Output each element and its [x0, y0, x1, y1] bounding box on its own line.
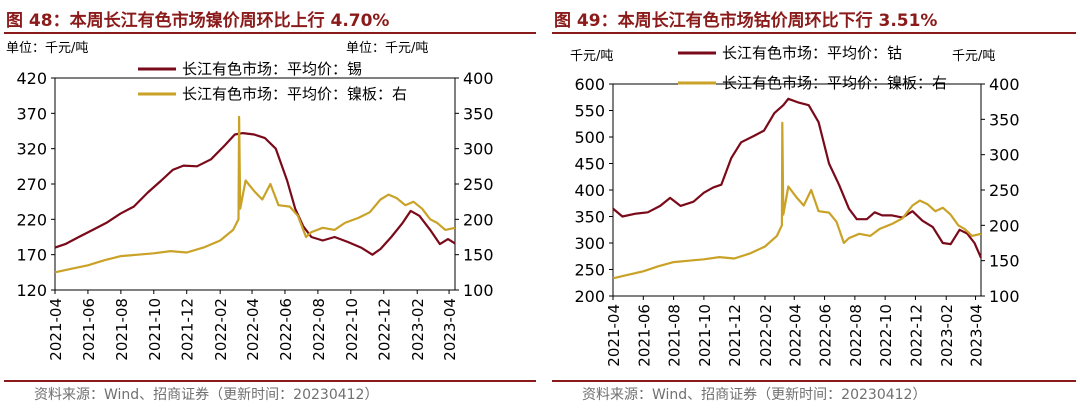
x-tick-label: 2022-08	[847, 304, 865, 367]
x-tick-label: 2022-06	[817, 304, 835, 367]
right-tick-label: 200	[989, 216, 1020, 235]
x-tick-label: 2022-10	[877, 304, 895, 367]
source-note: 资料来源：Wind、招商证券（更新时间：20230412）	[582, 387, 927, 403]
x-tick-label: 2022-10	[343, 298, 361, 361]
left-tick-label: 370	[16, 104, 47, 123]
left-tick-label: 170	[16, 246, 47, 265]
chart-svg: 千元/吨 千元/吨 200 250 300 350 400 450 500 550 600 100 15…	[570, 44, 1020, 367]
chart-title: 图 49：本周长江有色市场钴价周环比下行 3.51%	[554, 11, 938, 31]
x-tick-label: 2021-12	[726, 304, 744, 367]
x-tick-label: 2022-06	[277, 298, 295, 361]
left-tick-label: 220	[16, 210, 47, 229]
left-tick-label: 420	[16, 69, 47, 88]
chart-panel-tin-nickel: 图 48：本周长江有色市场镍价周环比上行 4.70% 单位：千元/吨 单位：千元/…	[4, 11, 536, 403]
series-line-0	[612, 97, 983, 259]
left-unit-label: 千元/吨	[570, 49, 613, 64]
right-tick-label: 150	[463, 246, 494, 265]
left-tick-label: 550	[574, 102, 605, 121]
x-tick-label: 2021-06	[635, 304, 653, 367]
left-tick-label: 320	[16, 140, 47, 159]
right-tick-label: 100	[463, 281, 494, 300]
left-tick-label: 200	[574, 287, 605, 306]
left-tick-label: 500	[574, 128, 605, 147]
right-tick-label: 300	[989, 146, 1020, 165]
left-tick-label: 270	[16, 175, 47, 194]
left-tick-label: 350	[574, 208, 605, 227]
x-tick-label: 2022-04	[786, 304, 804, 367]
x-tick-label: 2023-04	[968, 304, 986, 367]
x-tick-label: 2021-10	[696, 304, 714, 367]
legend-label: 长江有色市场：平均价：镍板：右	[182, 85, 407, 103]
x-tick-label: 2021-04	[47, 298, 65, 361]
left-tick-label: 400	[574, 181, 605, 200]
legend-label: 长江有色市场：平均价：锡	[182, 60, 362, 78]
x-tick-label: 2022-02	[212, 298, 230, 361]
x-tick-label: 2021-12	[179, 298, 197, 361]
right-unit-label: 单位：千元/吨	[346, 41, 428, 56]
right-tick-label: 400	[989, 75, 1020, 94]
right-tick-label: 250	[989, 181, 1020, 200]
x-tick-label: 2021-06	[80, 298, 98, 361]
x-tick-label: 2023-02	[938, 304, 956, 367]
x-tick-label: 2022-12	[907, 304, 925, 367]
x-tick-label: 2022-12	[376, 298, 394, 361]
left-tick-label: 120	[16, 281, 47, 300]
title-rule	[552, 32, 1076, 34]
right-tick-label: 200	[463, 210, 494, 229]
right-tick-label: 150	[989, 252, 1020, 271]
source-rule	[552, 380, 1076, 382]
left-tick-label: 600	[574, 75, 605, 94]
x-tick-label: 2022-04	[244, 298, 262, 361]
right-tick-label: 100	[989, 287, 1020, 306]
source-rule	[4, 380, 536, 382]
right-tick-label: 300	[463, 140, 494, 159]
x-tick-label: 2023-02	[409, 298, 427, 361]
x-tick-label: 2022-08	[310, 298, 328, 361]
x-tick-label: 2022-02	[757, 304, 775, 367]
x-tick-label: 2021-08	[666, 304, 684, 367]
series-line-1	[612, 121, 982, 280]
x-tick-label: 2021-04	[605, 304, 623, 367]
chart-title: 图 48：本周长江有色市场镍价周环比上行 4.70%	[6, 11, 390, 31]
right-tick-label: 350	[463, 104, 494, 123]
left-tick-label: 250	[574, 261, 605, 280]
left-unit-label: 单位：千元/吨	[6, 41, 88, 56]
x-tick-label: 2021-10	[146, 298, 164, 361]
series-line-1	[54, 115, 456, 274]
left-tick-label: 450	[574, 155, 605, 174]
legend-label: 长江有色市场：平均价：钴	[722, 44, 902, 62]
chart-svg: 单位：千元/吨 单位：千元/吨 120 170 220 270 320 370 420 100 15…	[6, 41, 494, 361]
x-tick-label: 2023-04	[441, 298, 459, 361]
right-unit-label: 千元/吨	[952, 49, 995, 64]
legend-label: 长江有色市场：平均价：镍板：右	[722, 74, 947, 92]
title-rule	[4, 32, 536, 34]
source-note: 资料来源：Wind、招商证券（更新时间：20230412）	[34, 387, 379, 403]
right-tick-label: 250	[463, 175, 494, 194]
right-tick-label: 400	[463, 69, 494, 88]
series-line-0	[54, 132, 456, 256]
left-tick-label: 300	[574, 234, 605, 253]
right-tick-label: 350	[989, 110, 1020, 129]
chart-panel-cobalt-nickel: 图 49：本周长江有色市场钴价周环比下行 3.51% 千元/吨 千元/吨 200 25…	[548, 0, 1080, 408]
x-tick-label: 2021-08	[113, 298, 131, 361]
